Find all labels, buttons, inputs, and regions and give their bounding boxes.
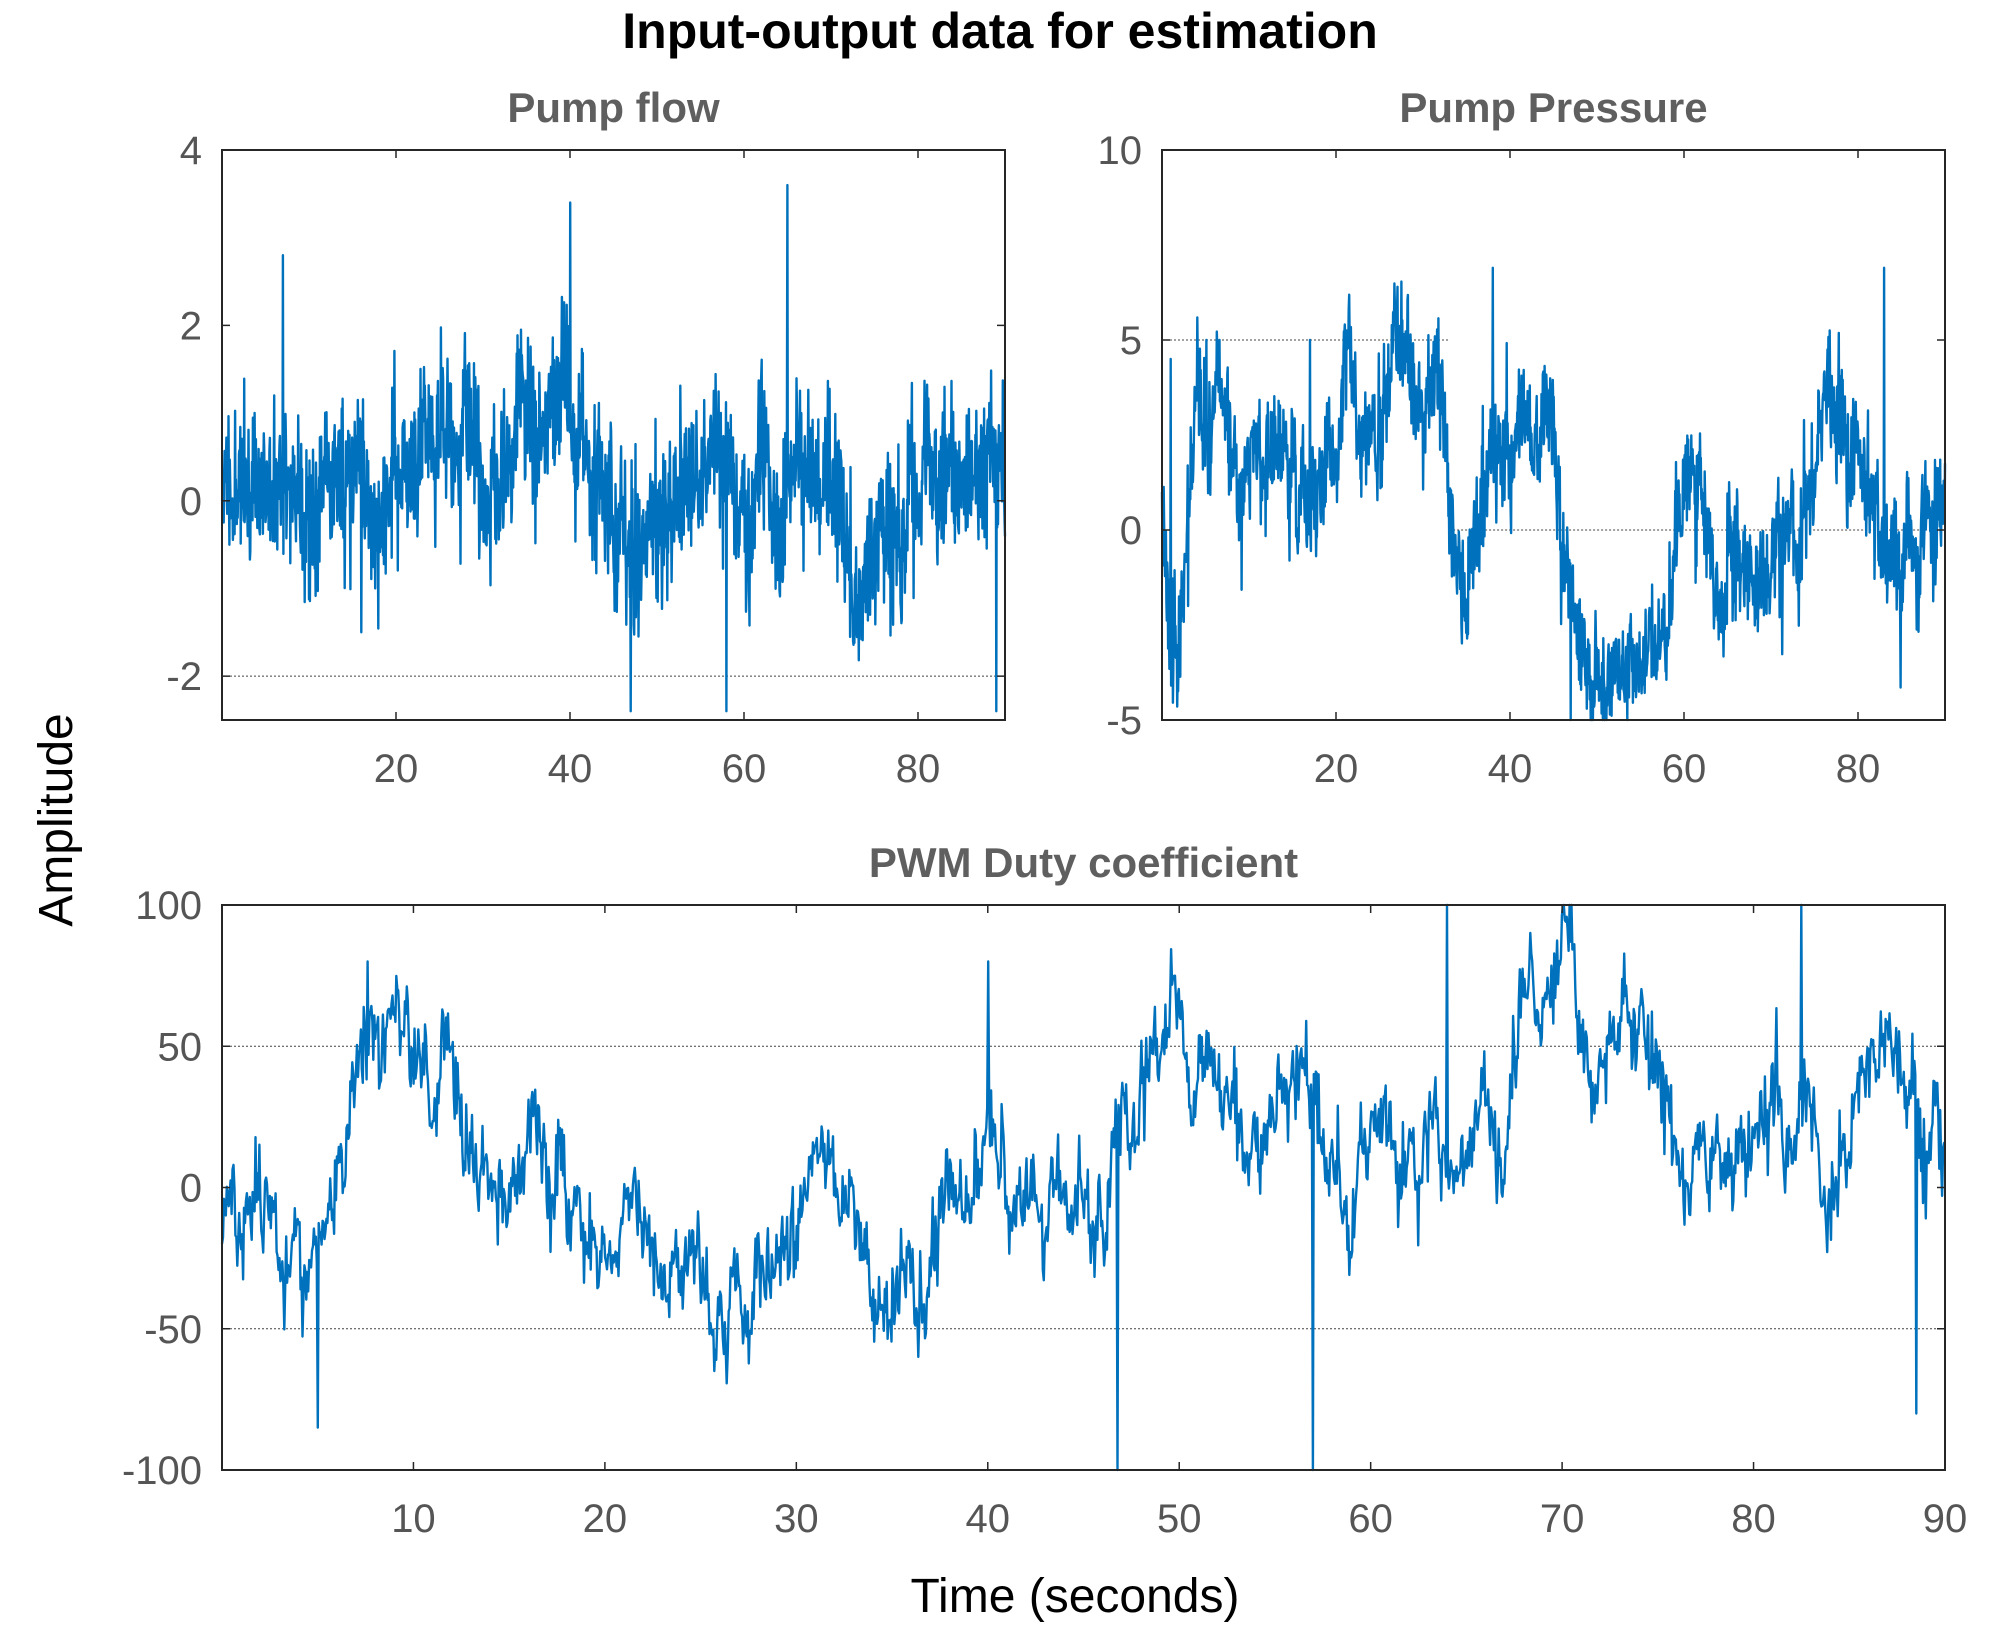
figure-title: Input-output data for estimation	[622, 3, 1377, 59]
pump-pressure-y-tick-label: 5	[1120, 319, 1142, 363]
pwm-duty-x-tick-label: 40	[966, 1497, 1011, 1541]
pwm-duty-x-tick-label: 70	[1540, 1497, 1585, 1541]
x-axis-label: Time (seconds)	[911, 1570, 1240, 1623]
pump-pressure-y-tick-label: -5	[1106, 699, 1142, 743]
pump-flow-axes-box	[221, 149, 1006, 721]
pwm-duty-x-tick-label: 90	[1923, 1497, 1968, 1541]
pump-flow-x-tick-label: 60	[722, 747, 767, 791]
pump-flow-x-tick-label: 40	[548, 747, 593, 791]
pwm-duty-x-tick-label: 10	[391, 1497, 436, 1541]
pump-flow-y-tick-label: 4	[180, 129, 202, 173]
pwm-duty-y-tick-label: -50	[144, 1308, 202, 1352]
pump-pressure-x-tick-label: 40	[1488, 747, 1533, 791]
pump-pressure-x-tick-label: 60	[1662, 747, 1707, 791]
pump-pressure-y-tick-label: 10	[1098, 129, 1143, 173]
pump-flow-x-tick-label: 80	[896, 747, 941, 791]
pwm-duty-panel: PWM Duty coefficient 10 20 30 40 50 60 70 80 90 -1…	[122, 839, 1967, 1541]
pump-pressure-axes-box	[1161, 149, 1946, 721]
pump-pressure-series-line	[1160, 266, 1947, 722]
pwm-duty-x-tick-label: 20	[583, 1497, 628, 1541]
pump-flow-y-tick-label: -2	[166, 655, 202, 699]
pwm-duty-x-tick-label: 30	[774, 1497, 819, 1541]
pwm-duty-y-tick-label: 50	[158, 1025, 203, 1069]
pwm-duty-y-tick-label: -100	[122, 1449, 202, 1493]
pump-flow-panel: Pump flow 20 40 60 80 -2 0 2 4	[166, 84, 1007, 791]
pump-pressure-x-tick-label: 20	[1314, 747, 1359, 791]
pump-flow-series-line	[220, 183, 1007, 713]
pwm-duty-series-line	[220, 903, 1946, 1472]
pwm-duty-title: PWM Duty coefficient	[869, 839, 1298, 886]
pump-pressure-x-tick-label: 80	[1836, 747, 1881, 791]
pump-pressure-title: Pump Pressure	[1399, 84, 1707, 131]
pump-flow-title: Pump flow	[507, 84, 720, 131]
pwm-duty-y-tick-label: 0	[180, 1167, 202, 1211]
pwm-duty-x-tick-label: 80	[1731, 1497, 1776, 1541]
pump-pressure-panel: Pump Pressure 20 40 60 80 -5 0 5 10	[1098, 84, 1947, 791]
pwm-duty-y-tick-label: 100	[135, 884, 202, 928]
y-axis-label: Amplitude	[30, 713, 83, 926]
pwm-duty-x-tick-label: 60	[1348, 1497, 1393, 1541]
pump-flow-y-tick-label: 2	[180, 304, 202, 348]
pwm-duty-x-tick-label: 50	[1157, 1497, 1202, 1541]
pump-flow-y-tick-label: 0	[180, 480, 202, 524]
pump-flow-x-tick-label: 20	[374, 747, 419, 791]
pump-pressure-y-tick-label: 0	[1120, 509, 1142, 553]
